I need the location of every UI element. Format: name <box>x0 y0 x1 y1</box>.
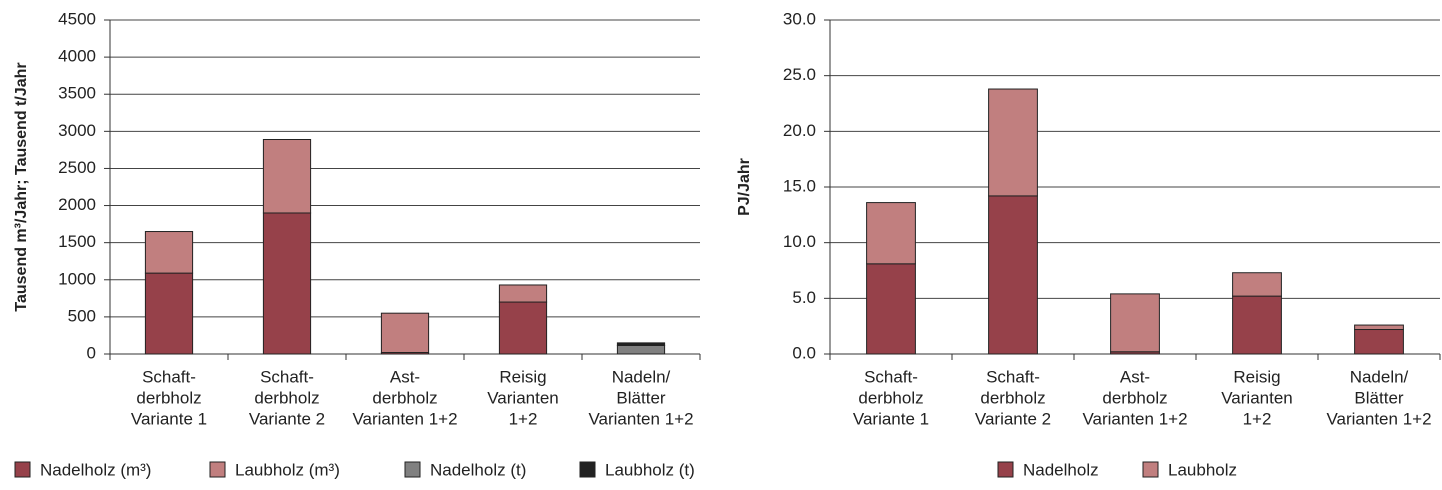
y-tick-label: 500 <box>68 306 96 325</box>
legend-swatch <box>209 461 226 478</box>
x-tick-label: Ast- <box>390 367 420 386</box>
y-tick-label: 3500 <box>58 84 96 103</box>
bar-segment <box>1232 272 1282 297</box>
x-tick-label: derbholz <box>136 388 201 407</box>
x-tick-label: Variante 2 <box>249 409 325 428</box>
y-tick-label: 4000 <box>58 47 96 66</box>
bar-segment <box>498 284 548 303</box>
x-tick-label: Varianten 1+2 <box>352 409 457 428</box>
legend-swatch <box>14 461 31 478</box>
legend-swatch <box>1142 461 1159 478</box>
x-tick-label: Blätter <box>616 388 665 407</box>
x-tick-label: Ast- <box>1120 367 1150 386</box>
legend-label: Nadelholz (t) <box>430 460 526 479</box>
legend-label: Nadelholz <box>1023 460 1099 479</box>
x-tick-label: Schaft- <box>864 367 918 386</box>
x-tick-label: Nadeln/ <box>1350 367 1409 386</box>
y-tick-label: 4500 <box>58 9 96 28</box>
y-tick-label: 0 <box>87 343 96 362</box>
bar-segment <box>262 212 312 355</box>
bar-segment <box>1354 329 1404 355</box>
x-tick-label: Varianten <box>487 388 559 407</box>
y-tick-label: 5.0 <box>792 288 816 307</box>
y-tick-label: 1500 <box>58 232 96 251</box>
legend-swatch <box>997 461 1014 478</box>
legend-label: Laubholz (m³) <box>235 460 340 479</box>
bar-segment <box>262 138 312 214</box>
x-tick-label: 1+2 <box>1243 409 1272 428</box>
legend-label: Laubholz <box>1168 460 1237 479</box>
x-tick-label: Reisig <box>1233 367 1280 386</box>
bar-segment <box>144 272 194 355</box>
bar-segment <box>616 344 666 355</box>
x-tick-label: Variante 1 <box>853 409 929 428</box>
x-tick-label: derbholz <box>372 388 437 407</box>
y-tick-label: 1000 <box>58 269 96 288</box>
x-tick-label: Blätter <box>1354 388 1403 407</box>
y-tick-label: 2500 <box>58 158 96 177</box>
y-tick-label: 3000 <box>58 121 96 140</box>
y-tick-label: 25.0 <box>783 65 816 84</box>
bar-segment <box>866 263 916 355</box>
x-tick-label: Variante 2 <box>975 409 1051 428</box>
bar-segment <box>988 88 1038 197</box>
bar-segment <box>1232 295 1282 355</box>
y-tick-label: 0.0 <box>792 343 816 362</box>
y-tick-label: 30.0 <box>783 9 816 28</box>
y-axis-label: PJ/Jahr <box>736 158 753 216</box>
legend-swatch <box>404 461 421 478</box>
bar-segment <box>866 202 916 265</box>
bar-segment <box>144 231 194 274</box>
legend-label: Laubholz (t) <box>605 460 695 479</box>
x-tick-label: Schaft- <box>260 367 314 386</box>
legend-swatch <box>579 461 596 478</box>
bar-segment <box>1354 324 1404 331</box>
x-tick-label: Varianten 1+2 <box>1326 409 1431 428</box>
x-tick-label: Nadeln/ <box>612 367 671 386</box>
bar-segment <box>498 301 548 355</box>
x-tick-label: 1+2 <box>509 409 538 428</box>
y-tick-label: 20.0 <box>783 121 816 140</box>
x-tick-label: derbholz <box>858 388 923 407</box>
x-tick-label: derbholz <box>254 388 319 407</box>
bar-segment <box>380 312 430 354</box>
x-tick-label: Schaft- <box>142 367 196 386</box>
x-tick-label: Schaft- <box>986 367 1040 386</box>
y-tick-label: 2000 <box>58 195 96 214</box>
x-tick-label: Reisig <box>499 367 546 386</box>
x-tick-label: Varianten <box>1221 388 1293 407</box>
bar-segment <box>1110 293 1160 353</box>
y-tick-label: 15.0 <box>783 176 816 195</box>
x-tick-label: derbholz <box>1102 388 1167 407</box>
x-tick-label: Varianten 1+2 <box>1082 409 1187 428</box>
legend-label: Nadelholz (m³) <box>40 460 151 479</box>
x-tick-label: derbholz <box>980 388 1045 407</box>
x-tick-label: Variante 1 <box>131 409 207 428</box>
x-tick-label: Varianten 1+2 <box>588 409 693 428</box>
y-tick-label: 10.0 <box>783 232 816 251</box>
bar-segment <box>616 342 666 346</box>
y-axis-label: Tausend m³/Jahr; Tausend t/Jahr <box>13 62 30 311</box>
bar-segment <box>988 195 1038 355</box>
